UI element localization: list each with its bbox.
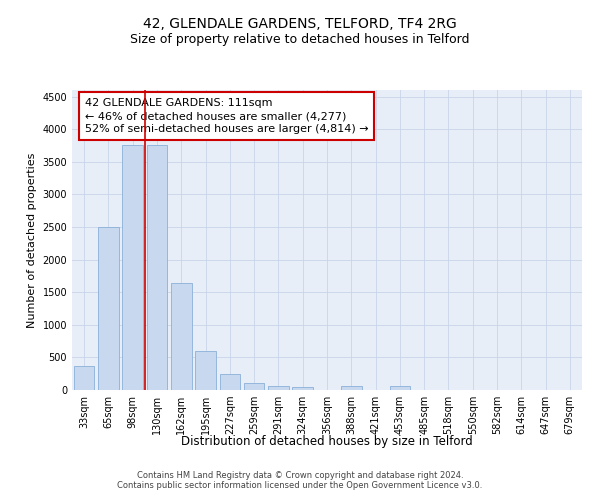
Bar bbox=[220, 374, 240, 390]
Text: Size of property relative to detached houses in Telford: Size of property relative to detached ho… bbox=[130, 32, 470, 46]
Bar bbox=[146, 146, 167, 390]
Bar bbox=[195, 351, 216, 390]
Text: Distribution of detached houses by size in Telford: Distribution of detached houses by size … bbox=[181, 435, 473, 448]
Text: 42 GLENDALE GARDENS: 111sqm
← 46% of detached houses are smaller (4,277)
52% of : 42 GLENDALE GARDENS: 111sqm ← 46% of det… bbox=[85, 98, 368, 134]
Text: 42, GLENDALE GARDENS, TELFORD, TF4 2RG: 42, GLENDALE GARDENS, TELFORD, TF4 2RG bbox=[143, 18, 457, 32]
Bar bbox=[122, 146, 143, 390]
Bar bbox=[341, 386, 362, 390]
Text: Contains HM Land Registry data © Crown copyright and database right 2024.
Contai: Contains HM Land Registry data © Crown c… bbox=[118, 470, 482, 490]
Bar bbox=[98, 227, 119, 390]
Bar bbox=[244, 383, 265, 390]
Bar bbox=[171, 283, 191, 390]
Bar bbox=[268, 386, 289, 390]
Y-axis label: Number of detached properties: Number of detached properties bbox=[27, 152, 37, 328]
Bar bbox=[292, 387, 313, 390]
Bar bbox=[389, 386, 410, 390]
Bar bbox=[74, 366, 94, 390]
